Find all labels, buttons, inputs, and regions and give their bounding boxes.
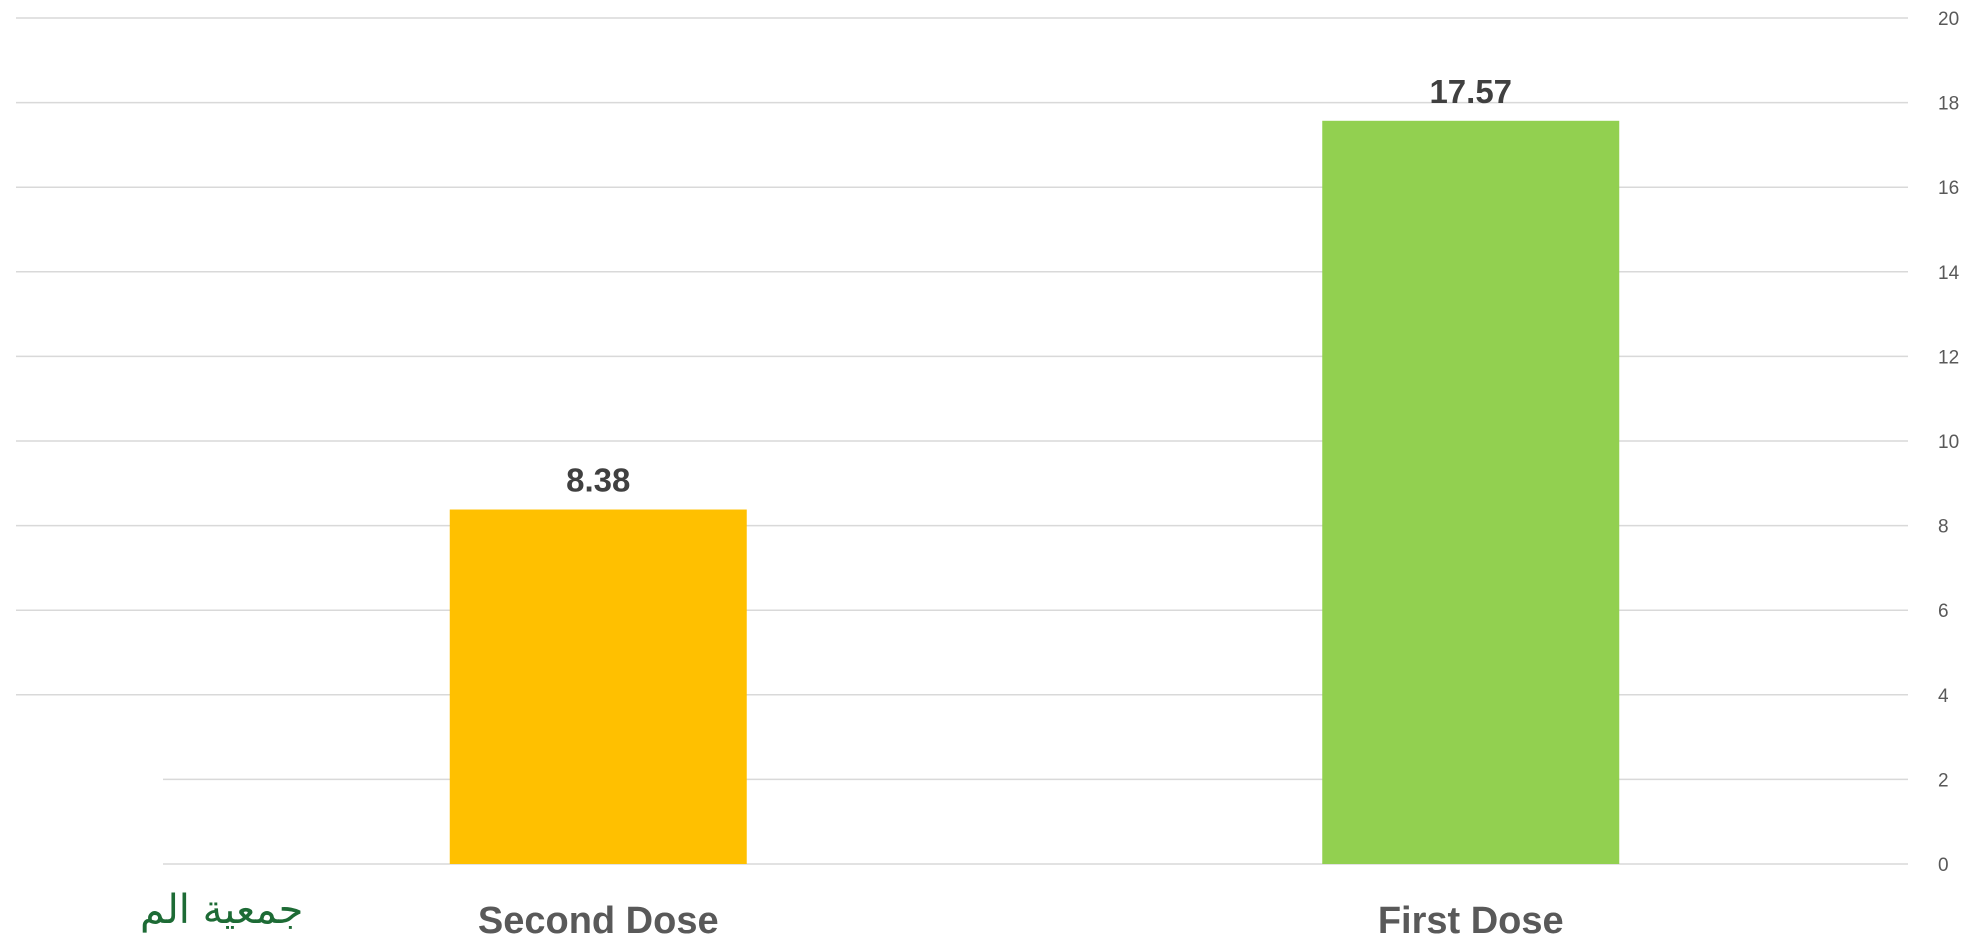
- logo: جمعية الم: [140, 887, 303, 933]
- y-tick-label: 4: [1938, 686, 1949, 707]
- y-tick-label: 20: [1938, 9, 1959, 30]
- data-label: 17.57: [1429, 73, 1512, 110]
- y-tick-label: 12: [1938, 347, 1959, 368]
- y-tick-label: 16: [1938, 178, 1959, 199]
- category-labels: Second Dose First Dose: [478, 900, 1564, 941]
- y-tick-label: 8: [1938, 517, 1949, 538]
- category-label: Second Dose: [478, 900, 719, 941]
- gridlines: [16, 17, 1908, 865]
- y-tick-label: 0: [1938, 855, 1949, 876]
- y-tick-label: 2: [1938, 770, 1949, 791]
- data-label: 8.38: [566, 462, 630, 499]
- y-tick-label: 18: [1938, 94, 1959, 115]
- y-tick-label: 10: [1938, 432, 1959, 453]
- y-tick-label: 14: [1938, 263, 1960, 284]
- bars: [449, 120, 1620, 864]
- bar-first-dose: [1322, 120, 1620, 864]
- y-tick-label: 6: [1938, 601, 1949, 622]
- bar-second-dose: [449, 509, 747, 864]
- category-label: First Dose: [1378, 900, 1564, 941]
- y-axis-ticks: 0 2 4 6 8 10 12 14 16 18 20: [1938, 9, 1960, 876]
- data-labels: 8.38 17.57: [566, 73, 1512, 499]
